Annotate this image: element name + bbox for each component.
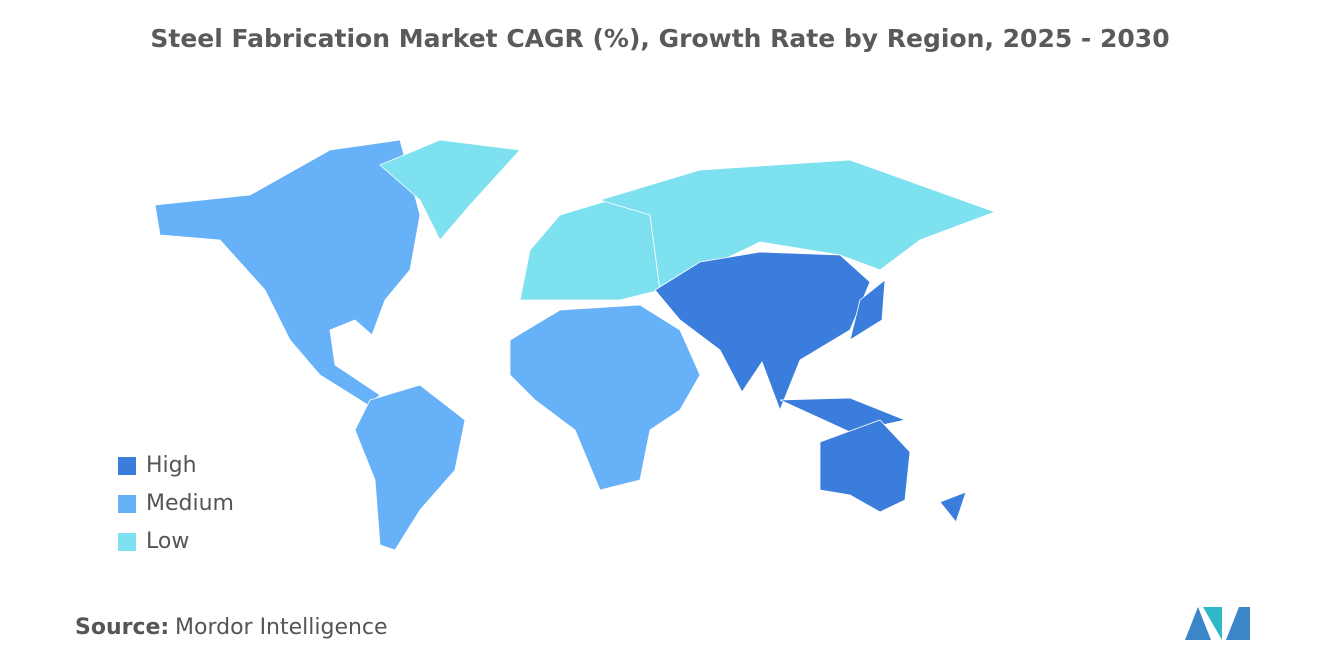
legend-label: Medium bbox=[146, 491, 234, 516]
legend-swatch bbox=[118, 457, 136, 475]
legend: High Medium Low bbox=[118, 453, 234, 554]
legend-swatch bbox=[118, 533, 136, 551]
legend-label: High bbox=[146, 453, 197, 478]
legend-label: Low bbox=[146, 529, 189, 554]
japan bbox=[849, 279, 886, 341]
title: Steel Fabrication Market CAGR (%), Growt… bbox=[150, 24, 1169, 53]
legend-swatch bbox=[118, 495, 136, 513]
africa-middle-east bbox=[509, 304, 701, 491]
logo bbox=[1185, 607, 1250, 640]
russia bbox=[598, 159, 997, 291]
world-map bbox=[154, 139, 997, 551]
asia bbox=[654, 251, 871, 412]
source-text: Mordor Intelligence bbox=[175, 615, 388, 640]
europe bbox=[519, 199, 661, 301]
greenland bbox=[379, 139, 521, 241]
north-america bbox=[154, 139, 421, 406]
south-america bbox=[354, 384, 466, 551]
source-label: Source: bbox=[75, 615, 169, 640]
new-zealand bbox=[939, 491, 967, 523]
australia bbox=[819, 419, 911, 513]
